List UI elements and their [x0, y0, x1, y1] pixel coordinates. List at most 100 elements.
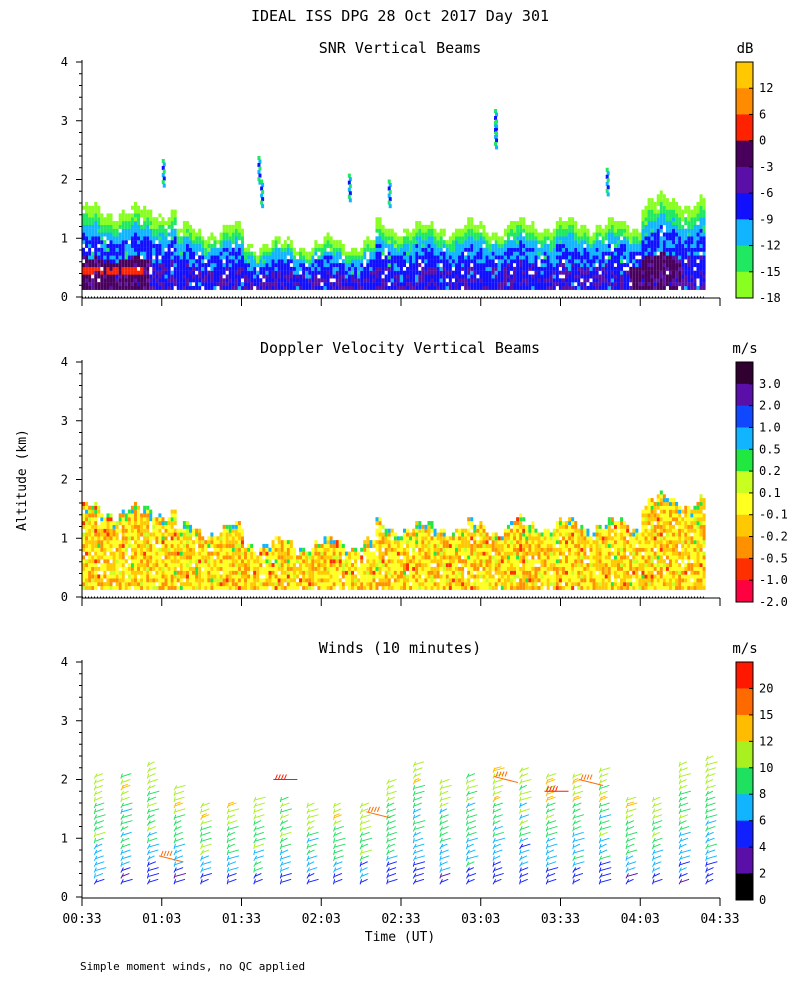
velocity-cell — [222, 532, 226, 537]
velocity-cell — [317, 555, 321, 560]
snr-cell — [167, 274, 171, 279]
velocity-cell — [185, 570, 189, 575]
snr-cell — [641, 236, 645, 241]
snr-cell — [613, 228, 617, 233]
velocity-cell — [274, 578, 278, 583]
velocity-cell — [305, 585, 309, 590]
snr-cell — [653, 274, 657, 279]
snr-cell — [693, 228, 697, 233]
snr-cell — [565, 240, 569, 245]
snr-cell — [173, 278, 177, 283]
snr-cell — [509, 228, 513, 233]
snr-cell — [354, 266, 358, 271]
snr-cell — [146, 285, 150, 290]
snr-cell — [439, 274, 443, 279]
snr-cell — [503, 282, 507, 287]
snr-cell — [274, 243, 278, 248]
snr-cell — [130, 240, 134, 245]
snr-cell — [589, 266, 593, 271]
snr-cell — [534, 240, 538, 245]
velocity-cell — [250, 555, 254, 560]
snr-cell — [696, 209, 700, 214]
snr-cell — [402, 278, 406, 283]
velocity-cell — [146, 528, 150, 533]
snr-cell — [399, 266, 403, 271]
snr-cell — [681, 270, 685, 275]
snr-cell — [427, 247, 431, 252]
velocity-cell — [237, 551, 241, 556]
snr-cell — [620, 228, 624, 233]
snr-cell — [124, 217, 128, 222]
velocity-cell — [198, 585, 202, 590]
snr-cell — [161, 274, 165, 279]
snr-cell — [662, 213, 666, 218]
velocity-cell — [213, 536, 217, 541]
velocity-cell — [366, 582, 370, 587]
snr-cell — [118, 251, 122, 256]
velocity-cell — [195, 532, 199, 537]
snr-cell — [580, 285, 584, 290]
velocity-cell — [369, 555, 373, 560]
snr-cell — [485, 266, 489, 271]
snr-cell — [170, 232, 174, 237]
snr-cell — [396, 247, 400, 252]
snr-cell — [681, 217, 685, 222]
snr-cell — [427, 228, 431, 233]
snr-cell — [482, 270, 486, 275]
velocity-cell — [366, 540, 370, 545]
snr-cell — [207, 278, 211, 283]
velocity-cell — [234, 528, 238, 533]
velocity-cell — [173, 570, 177, 575]
snr-cell — [384, 259, 388, 264]
snr-cell — [323, 263, 327, 268]
snr-cell — [604, 243, 608, 248]
velocity-cell — [228, 528, 232, 533]
velocity-cell — [393, 547, 397, 552]
velocity-cell — [390, 551, 394, 556]
snr-cell — [668, 285, 672, 290]
snr-cell — [237, 247, 241, 252]
snr-cell — [659, 194, 663, 199]
snr-cell — [656, 259, 660, 264]
snr-cell — [97, 217, 101, 222]
velocity-cell — [133, 509, 137, 514]
snr-cell — [225, 263, 229, 268]
velocity-cell — [299, 566, 303, 571]
snr-cell — [659, 209, 663, 214]
snr-cell — [574, 259, 578, 264]
snr-cell — [286, 251, 290, 256]
snr-cell — [568, 228, 572, 233]
snr-cell — [314, 282, 318, 287]
snr-cell — [672, 209, 676, 214]
snr-cell — [522, 228, 526, 233]
snr-cell — [258, 173, 262, 178]
velocity-cell — [378, 532, 382, 537]
snr-cell — [295, 274, 299, 279]
snr-cell — [91, 221, 95, 226]
velocity-cell — [121, 585, 125, 590]
snr-cell — [632, 236, 636, 241]
snr-cell — [568, 263, 572, 268]
snr-cell — [409, 236, 413, 241]
velocity-cell — [253, 585, 257, 590]
snr-cell — [219, 243, 223, 248]
snr-cell — [85, 263, 89, 268]
snr-cell — [143, 251, 147, 256]
velocity-cell — [402, 582, 406, 587]
velocity-cell — [381, 582, 385, 587]
snr-cell — [289, 259, 293, 264]
velocity-cell — [305, 570, 309, 575]
velocity-cell — [130, 532, 134, 537]
velocity-cell — [366, 578, 370, 583]
snr-cell — [589, 274, 593, 279]
velocity-cell — [185, 582, 189, 587]
snr-cell — [699, 278, 703, 283]
snr-cell — [372, 243, 376, 248]
velocity-cell — [357, 555, 361, 560]
snr-cell — [375, 270, 379, 275]
snr-cell — [192, 247, 196, 252]
snr-cell — [699, 221, 703, 226]
velocity-cell — [155, 540, 159, 545]
snr-cell — [552, 232, 556, 237]
velocity-cell — [91, 517, 95, 522]
